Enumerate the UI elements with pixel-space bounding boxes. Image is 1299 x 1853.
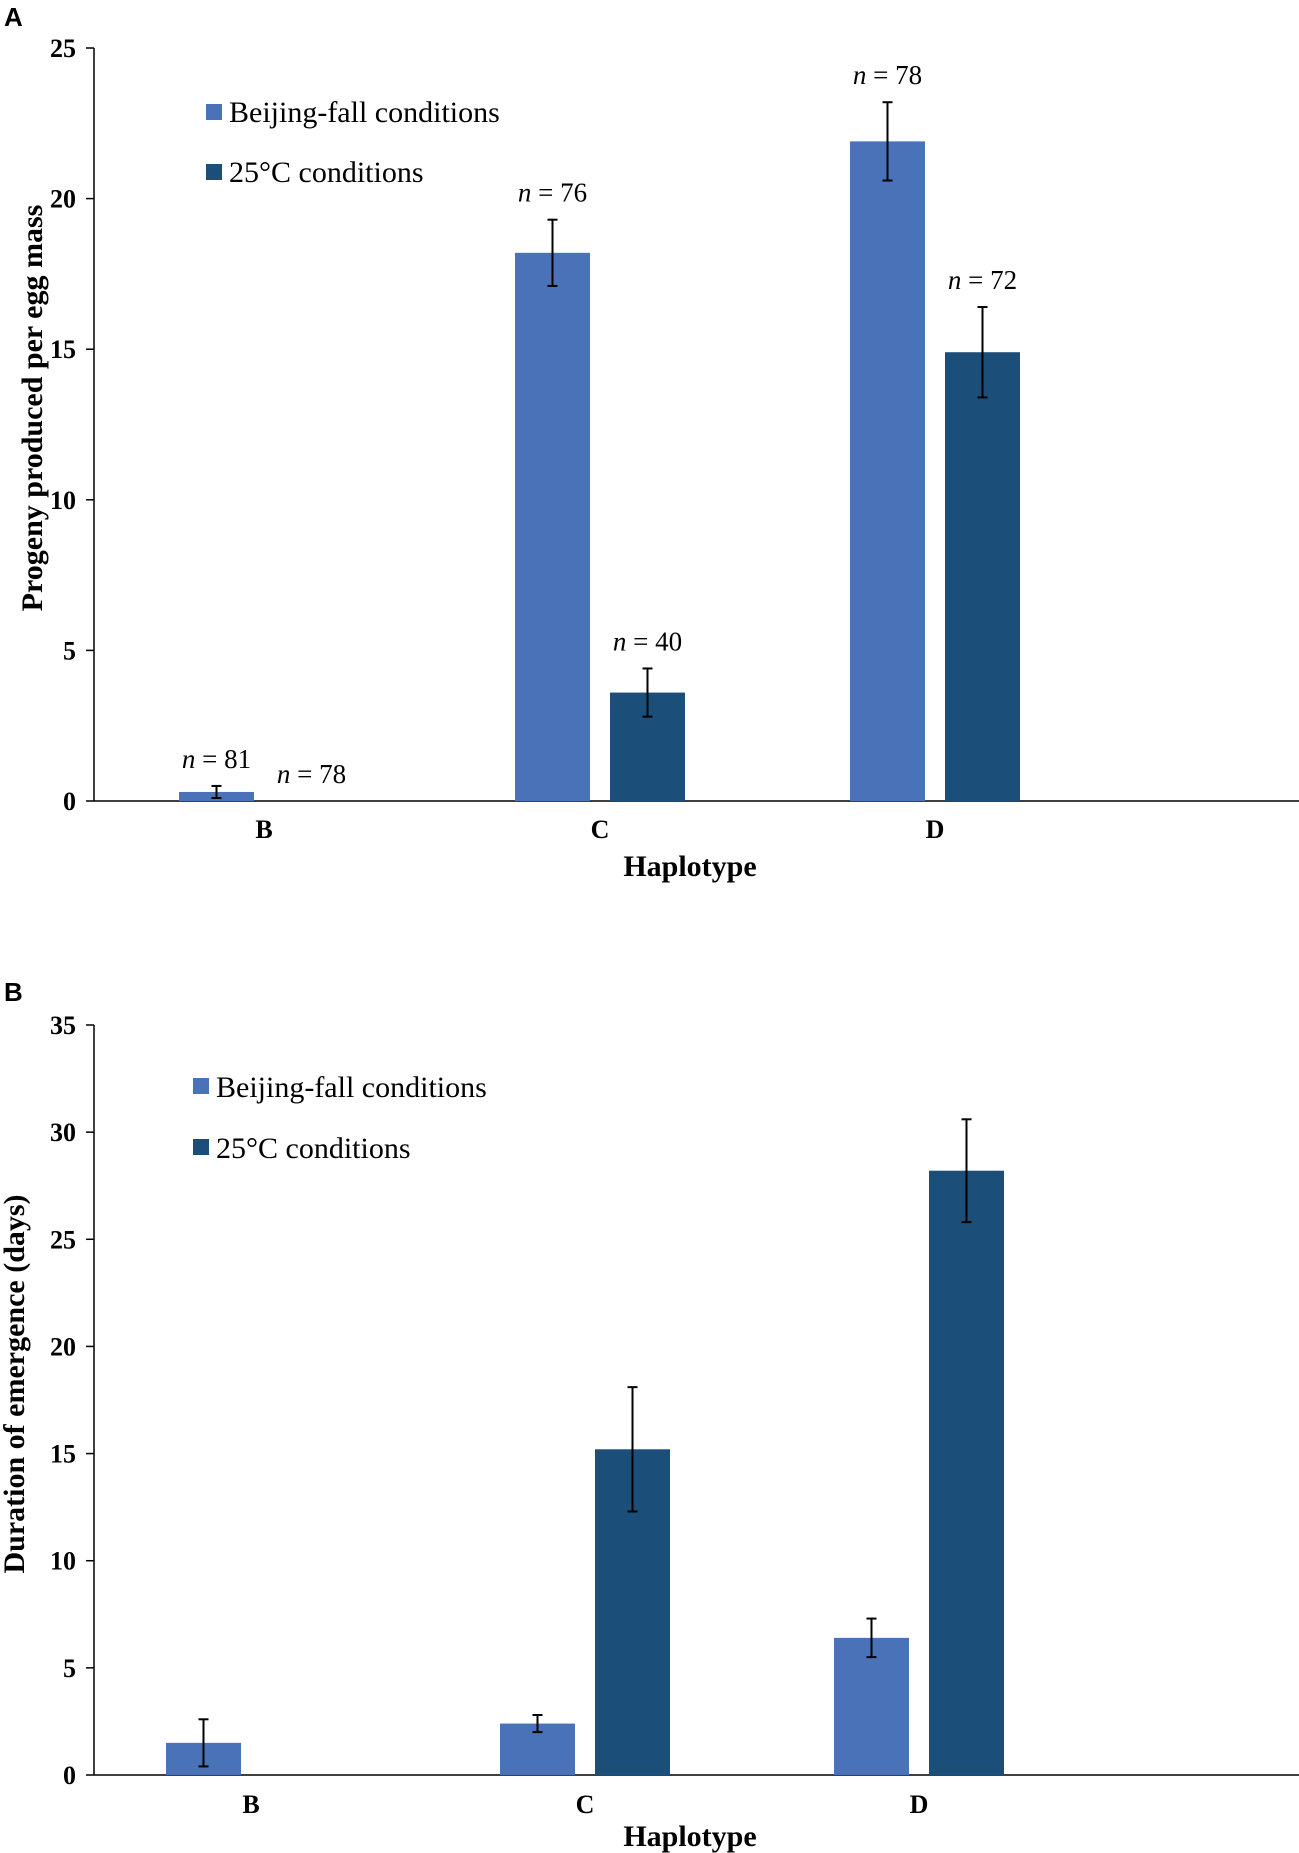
panel-a-y-tick-label: 0 [63, 787, 76, 816]
panel-b-y-title: Duration of emergence (days) [0, 1194, 31, 1573]
panel-a-y-tick-label: 20 [50, 185, 76, 214]
panel-b-legend-swatch-25c [193, 1139, 209, 1155]
panel-a-y-tick-label: 5 [63, 636, 76, 665]
panel-b-y-tick-label: 35 [50, 1011, 76, 1040]
panel-a-bar-beijing-d-n-label: n = 78 [853, 60, 922, 90]
panel-a-ticks: 0 5 10 15 20 25 [50, 34, 94, 816]
panel-b-y-tick-label: 0 [63, 1761, 76, 1790]
panel-a-category-label-b: B [255, 815, 272, 844]
panel-b-ticks: 0 5 10 15 20 25 30 35 [50, 1011, 94, 1790]
panel-a-bar-25c-d-n-label: n = 72 [948, 265, 1017, 295]
panel-b-error-bars [198, 1118, 972, 1768]
panel-a-x-title: Haplotype [623, 850, 756, 883]
panel-a-letter: A [4, 2, 23, 32]
panel-a-error-bars [211, 101, 988, 799]
panel-a-y-tick-label: 15 [50, 335, 76, 364]
panel-a-bar-beijing-c-n-label: n = 76 [518, 178, 587, 208]
panel-b-y-tick-label: 5 [63, 1654, 76, 1683]
panel-a-bar-25c-d [945, 352, 1020, 801]
panel-b-y-tick-label: 15 [50, 1440, 76, 1469]
panel-b-category-label-c: C [576, 1790, 595, 1819]
panel-a-bars [179, 141, 1020, 802]
panel-a-legend: Beijing-fall conditions 25°C conditions [206, 96, 500, 189]
panel-b-legend-label-beijing: Beijing-fall conditions [216, 1071, 487, 1104]
panel-b-legend: Beijing-fall conditions 25°C conditions [193, 1071, 487, 1165]
panel-a-category-labels: B C D [255, 815, 944, 844]
panel-a-y-tick-label: 10 [50, 486, 76, 515]
panel-a-legend-swatch-25c [206, 164, 222, 180]
panel-b-category-label-d: D [910, 1790, 929, 1819]
panel-a-bar-beijing-c [515, 252, 590, 802]
panel-a-y-title: Progeny produced per egg mass [16, 205, 49, 612]
panel-a-bar-beijing-d [850, 141, 925, 801]
panel-b-x-title: Haplotype [623, 1820, 756, 1853]
panel-b-y-tick-label: 30 [50, 1118, 76, 1147]
panel-a-legend-label-25c: 25°C conditions [229, 156, 424, 189]
panel-a-bar-25c-b-n-label: n = 78 [277, 759, 346, 789]
panel-a-category-label-d: D [926, 815, 945, 844]
panel-a-bar-25c-c-n-label: n = 40 [613, 626, 682, 656]
panel-b-y-tick-label: 10 [50, 1547, 76, 1576]
panel-b-legend-label-25c: 25°C conditions [216, 1132, 411, 1165]
panel-b-legend-swatch-beijing [193, 1078, 209, 1094]
panel-b-y-tick-label: 25 [50, 1225, 76, 1254]
panel-b-category-labels: B C D [242, 1790, 928, 1819]
panel-b-bars [166, 1170, 1004, 1775]
panel-a-bar-beijing-b-n-label: n = 81 [182, 744, 251, 774]
panel-b-bar-25c-d [929, 1170, 1004, 1775]
panel-b-bar-beijing-d [834, 1637, 909, 1775]
panel-a-category-label-c: C [591, 815, 610, 844]
panel-b-letter: B [4, 977, 23, 1007]
panel-a-legend-swatch-beijing [206, 104, 222, 120]
panel-a-n-labels: n = 81 n = 78 n = 76 n = 40 n = 78 n = 72 [182, 60, 1017, 789]
panel-b-category-label-b: B [242, 1790, 259, 1819]
panel-b-y-tick-label: 20 [50, 1332, 76, 1361]
panel-a-legend-label-beijing: Beijing-fall conditions [229, 96, 500, 129]
panel-a-y-tick-label: 25 [50, 34, 76, 63]
panel-b: B 0 5 10 15 20 25 30 35 B C D Haplotype Duration … [0, 977, 1299, 1853]
